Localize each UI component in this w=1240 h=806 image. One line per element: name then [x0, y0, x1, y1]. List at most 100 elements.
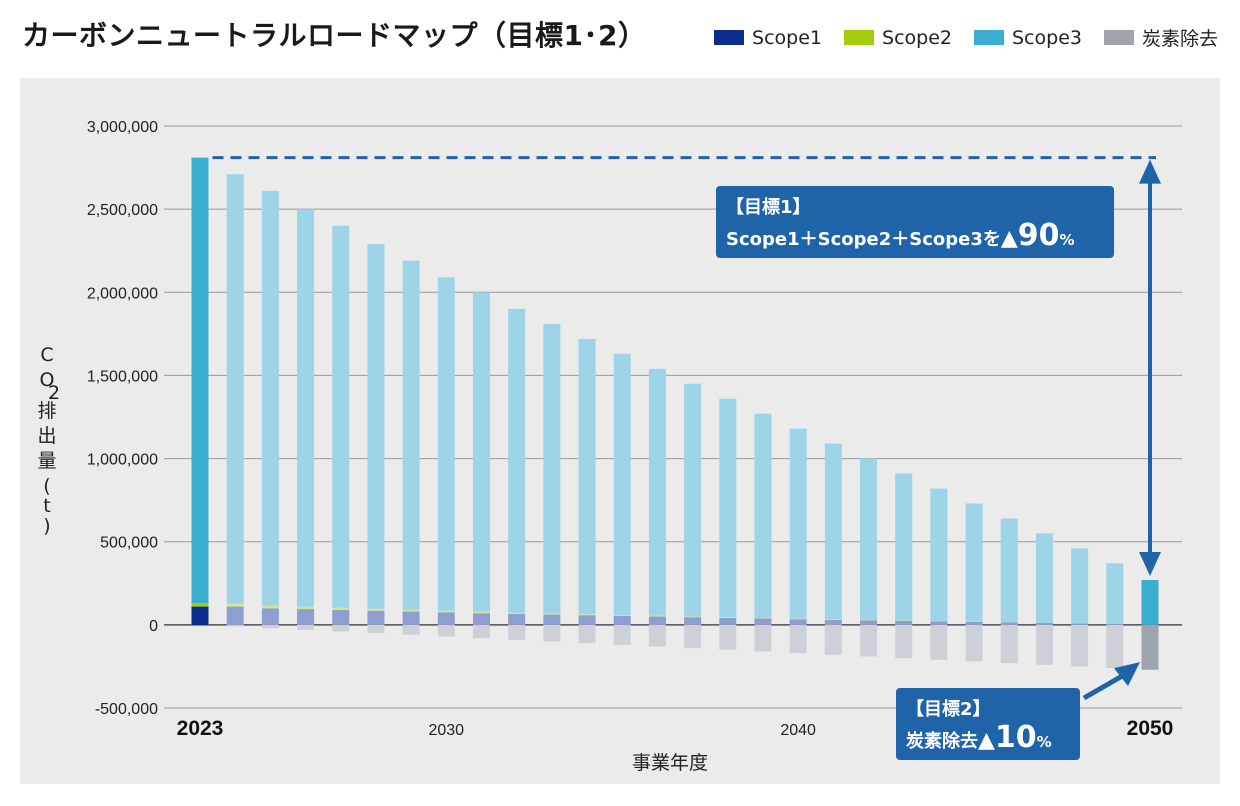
bar-scope3-2047 — [1035, 533, 1053, 623]
bar-scope3-2049 — [1106, 563, 1124, 624]
bar-removal-2026 — [297, 624, 315, 630]
goal-box-title: 【目標2】 — [906, 698, 991, 720]
bar-scope1-2037 — [684, 617, 702, 625]
bar-scope1-2034 — [578, 615, 596, 625]
bar-scope3-2041 — [824, 443, 842, 620]
bar-scope1-2044 — [930, 621, 948, 625]
legend-label: Scope3 — [1012, 26, 1082, 49]
y-tick-label: 3,000,000 — [87, 119, 158, 136]
bar-scope1-2033 — [543, 614, 561, 625]
legend-item-2: Scope3 — [974, 27, 1082, 49]
bar-removal-2036 — [648, 624, 666, 647]
bar-removal-2033 — [543, 624, 561, 642]
bar-removal-2049 — [1106, 624, 1124, 669]
chart-panel: 3,000,000 2,500,000 2,000,000 1,500,000 1,00… — [20, 78, 1220, 784]
y-tick-label: 2,000,000 — [87, 285, 158, 302]
bar-scope3-2042 — [860, 458, 878, 621]
x-tick-label: 2023 — [177, 717, 224, 740]
bar-removal-2029 — [402, 624, 420, 635]
bar-scope2-2025 — [261, 605, 279, 609]
bar-scope2-2037 — [684, 616, 702, 618]
bar-removal-2037 — [684, 624, 702, 649]
bar-scope1-2041 — [824, 619, 842, 625]
bar-removal-2040 — [789, 624, 807, 654]
bar-scope1-2032 — [508, 614, 526, 625]
bar-removal-2038 — [719, 624, 737, 650]
bar-scope2-2034 — [578, 614, 596, 616]
y-axis-label-char: C — [40, 344, 53, 366]
bar-removal-2044 — [930, 624, 948, 660]
bar-removal-2035 — [613, 624, 631, 645]
goal2-arrow-head-icon — [1114, 662, 1140, 687]
y-axis-label-char: ) — [43, 515, 50, 537]
y-axis-label-char: 排 — [37, 400, 56, 422]
bar-scope3-2030 — [437, 277, 455, 611]
bar-scope1-2048 — [1071, 623, 1089, 625]
bar-scope1-2035 — [613, 615, 631, 625]
legend-swatch — [1103, 30, 1134, 45]
y-axis-label-char: ( — [43, 475, 50, 497]
bar-scope3-2026 — [297, 209, 315, 607]
bar-scope3-2024 — [226, 174, 244, 604]
chart-title: カーボンニュートラルロードマップ（目標1･2） — [22, 19, 647, 52]
legend-item-0: Scope1 — [714, 27, 822, 49]
bar-scope3-2040 — [789, 428, 807, 619]
legend-label: 炭素除去 — [1141, 28, 1218, 50]
bar-scope3-2037 — [684, 383, 702, 617]
bar-scope2-2024 — [226, 603, 244, 607]
bar-scope3-2027 — [332, 225, 350, 608]
bar-removal-2041 — [824, 624, 842, 655]
bar-scope3-2044 — [930, 488, 948, 622]
bar-scope2-2032 — [508, 612, 526, 615]
bar-scope2-2036 — [648, 615, 666, 617]
goal-box-text: Scope1＋Scope2＋Scope3を▲90% — [726, 218, 1075, 253]
bar-scope1-2043 — [895, 620, 913, 625]
bar-removal-2031 — [472, 624, 490, 639]
bar-scope1-2030 — [437, 612, 455, 625]
bar-scope3-2032 — [508, 308, 526, 613]
bar-scope3-2033 — [543, 323, 561, 614]
bar-scope2-2033 — [543, 613, 561, 615]
bar-scope1-2029 — [402, 611, 420, 625]
y-tick-label: 2,500,000 — [87, 202, 158, 219]
legend-swatch — [714, 30, 745, 45]
bar-removal-2046 — [1000, 624, 1018, 664]
bar-scope2-2030 — [437, 610, 455, 613]
bar-scope1-2028 — [367, 610, 385, 625]
bar-scope2-2029 — [402, 609, 420, 612]
y-axis-label-char: 2 — [48, 382, 60, 404]
bar-scope2-2027 — [332, 607, 350, 610]
legend-label: Scope2 — [882, 26, 952, 49]
bar-scope2-2023 — [191, 603, 209, 607]
y-axis-label-char: O — [40, 369, 55, 391]
bar-scope3-2028 — [367, 244, 385, 609]
y-axis-label-char: 量 — [37, 450, 56, 472]
legend-item-3: 炭素除去 — [1103, 24, 1218, 51]
bar-scope3-2038 — [719, 398, 737, 618]
y-tick-label: -500,000 — [95, 701, 158, 718]
axis-layer: 3,000,000 2,500,000 2,000,000 1,500,000 1,00… — [37, 119, 1173, 774]
bar-scope1-2040 — [789, 619, 807, 625]
bar-removal-2027 — [332, 624, 350, 632]
bar-scope3-2043 — [895, 473, 913, 621]
bar-scope1-2025 — [261, 608, 279, 625]
chart-svg: 3,000,000 2,500,000 2,000,000 1,500,000 1,00… — [37, 119, 1182, 774]
bar-scope1-2031 — [472, 613, 490, 625]
bar-scope1-2026 — [297, 609, 315, 625]
y-axis-label-char: t — [43, 495, 50, 517]
bar-scope1-2027 — [332, 609, 350, 625]
goal-box-2: 【目標2】炭素除去▲10% — [896, 688, 1080, 760]
bar-scope2-2031 — [472, 611, 490, 614]
bar-removal-2039 — [754, 624, 772, 652]
bar-scope1-2047 — [1035, 622, 1053, 625]
bar-scope1-2036 — [648, 616, 666, 625]
bar-scope3-2029 — [402, 260, 420, 610]
bar-removal-2043 — [895, 624, 913, 659]
goal2-arrow-shaft — [1082, 673, 1124, 701]
bar-scope1-2024 — [226, 606, 244, 625]
x-tick-label: 2050 — [1127, 717, 1174, 740]
bar-removal-2034 — [578, 624, 596, 644]
bar-scope3-2025 — [261, 190, 279, 606]
y-tick-label: 500,000 — [100, 535, 158, 552]
bar-scope3-2046 — [1000, 518, 1018, 623]
